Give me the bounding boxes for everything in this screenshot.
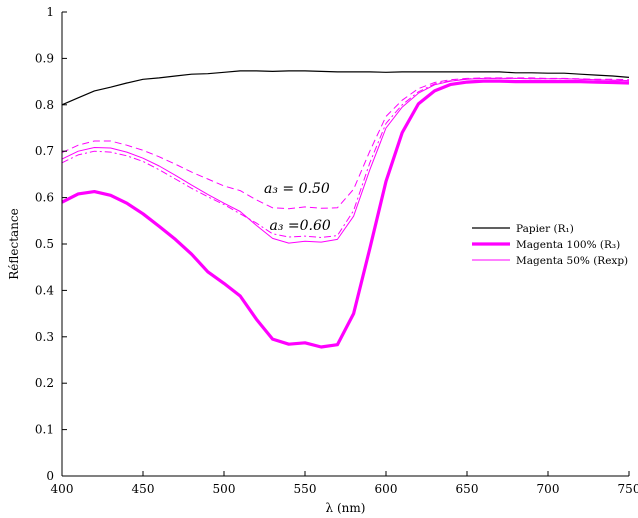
y-tick-label: 0.3 bbox=[35, 330, 54, 344]
series-line-papier bbox=[61, 70, 630, 106]
axes: 400 450 500 550 600 650 700 750 0 0.1 0.2 0.3 0.4 0.5… bbox=[35, 5, 638, 496]
plot-area bbox=[61, 70, 630, 349]
y-tick-label: 0 bbox=[46, 469, 54, 483]
x-axis-label: λ (nm) bbox=[326, 501, 366, 515]
y-tick-label: 0.4 bbox=[35, 283, 54, 297]
y-tick-label: 0.5 bbox=[35, 237, 54, 251]
x-tick-label: 700 bbox=[537, 482, 560, 496]
y-axis-label: Réflectance bbox=[7, 208, 21, 280]
x-tick-label: 750 bbox=[618, 482, 638, 496]
y-tick-label: 0.8 bbox=[35, 98, 54, 112]
x-tick-label: 600 bbox=[375, 482, 398, 496]
y-tick-label: 0.1 bbox=[35, 423, 54, 437]
x-tick-label: 650 bbox=[456, 482, 479, 496]
annotation-2: a₃ =0.60 bbox=[269, 218, 330, 234]
series-line-magenta100 bbox=[61, 79, 630, 349]
y-tick-label: 0.7 bbox=[35, 144, 54, 158]
x-tick-label: 550 bbox=[294, 482, 317, 496]
legend-label-papier: Papier (R₁) bbox=[516, 223, 574, 235]
legend-label-magenta100: Magenta 100% (R₃) bbox=[516, 239, 620, 251]
x-tick-label: 400 bbox=[51, 482, 74, 496]
y-tick-label: 0.2 bbox=[35, 376, 54, 390]
legend-label-magenta50: Magenta 50% (Rexp) bbox=[516, 255, 628, 267]
y-tick-label: 0.9 bbox=[35, 51, 54, 65]
y-tick-label: 1 bbox=[46, 5, 54, 19]
x-tick-label: 450 bbox=[132, 482, 155, 496]
legend: Papier (R₁) Magenta 100% (R₃) Magenta 50% … bbox=[472, 223, 628, 267]
y-tick-label: 0.6 bbox=[35, 191, 54, 205]
series-line-model050 bbox=[61, 77, 630, 210]
x-tick-label: 500 bbox=[213, 482, 236, 496]
annotations: a₃ = 0.50 a₃ =0.60 bbox=[264, 181, 331, 234]
annotation-1: a₃ = 0.50 bbox=[264, 181, 330, 197]
series-line-model060 bbox=[61, 77, 630, 238]
